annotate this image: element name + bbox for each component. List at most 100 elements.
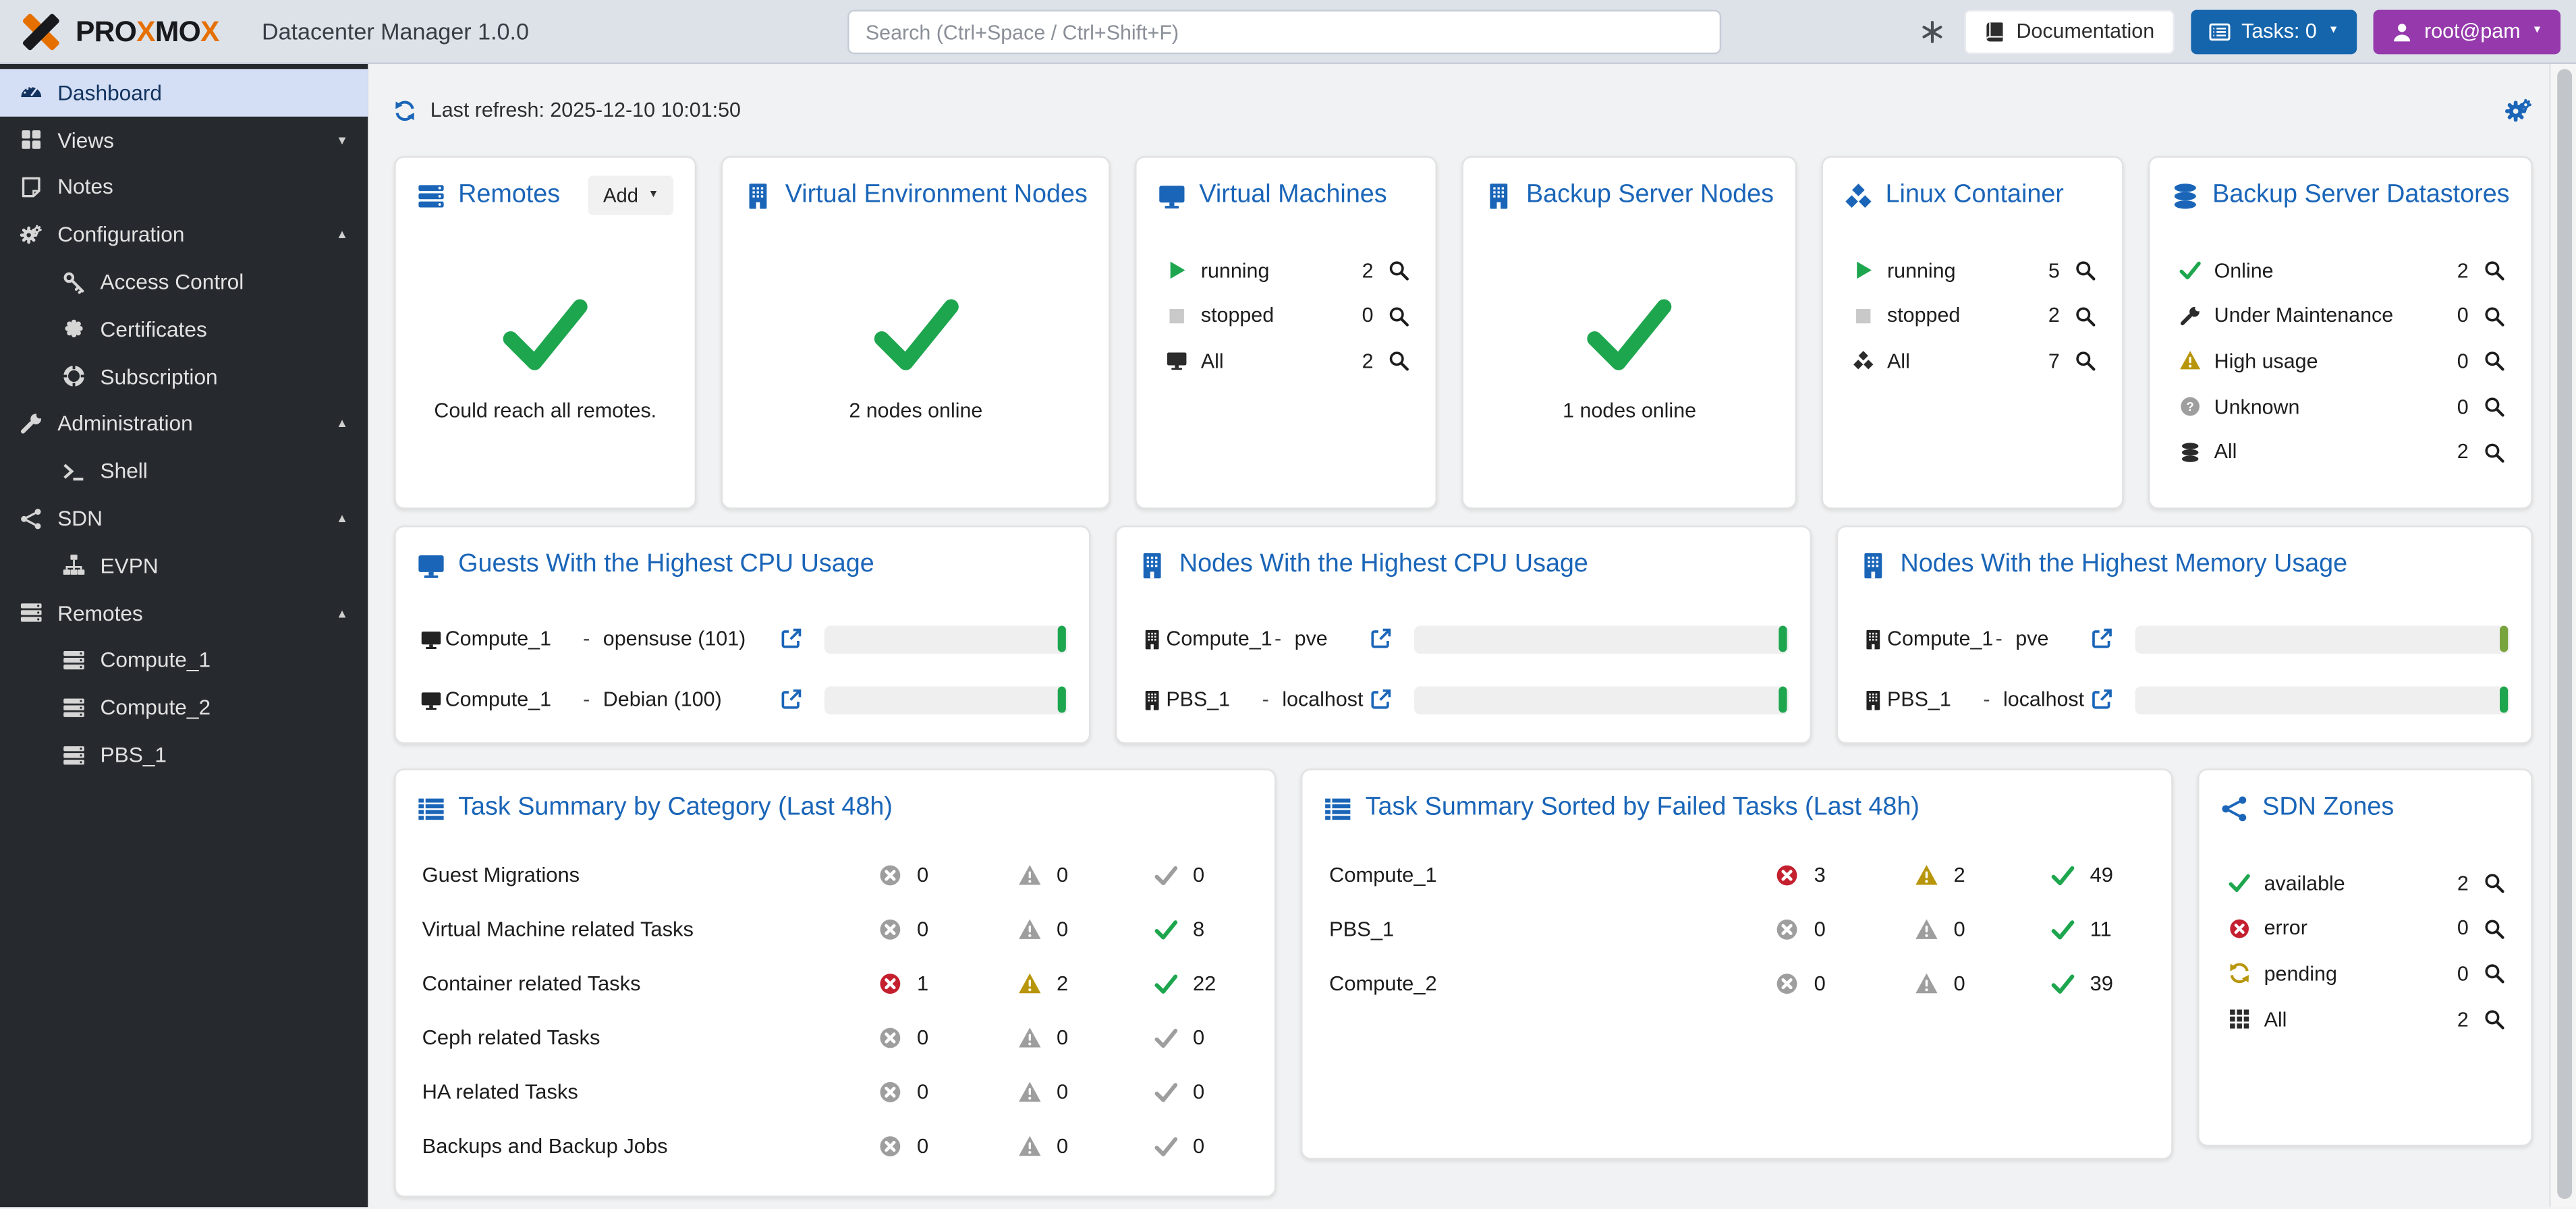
sidebar-item-pbs-1[interactable]: PBS_1 bbox=[0, 731, 368, 779]
search-icon[interactable] bbox=[2484, 441, 2505, 463]
sidebar-item-remotes[interactable]: Remotes ▲ bbox=[0, 589, 368, 636]
usage-row-text: Compute_1- pve bbox=[1166, 627, 1363, 650]
error-count-cell: 3 bbox=[1776, 863, 1916, 886]
task-counts: 0 0 8 bbox=[879, 918, 1254, 940]
search-icon[interactable] bbox=[2484, 918, 2505, 940]
chevron-up-icon[interactable]: ▲ bbox=[335, 227, 349, 242]
card-nodes-with-the-highest-memory-usage: Nodes With the Highest Memory Usage Compu… bbox=[1836, 525, 2533, 744]
ok-icon bbox=[2052, 918, 2075, 940]
tasks-button[interactable]: Tasks: 0 ▼ bbox=[2190, 9, 2357, 54]
task-counts: 1 2 22 bbox=[879, 972, 1254, 994]
refresh-icon[interactable] bbox=[394, 99, 416, 121]
sidebar-item-sdn[interactable]: SDN ▲ bbox=[0, 495, 368, 542]
dashboard-settings-icon[interactable] bbox=[2504, 96, 2532, 123]
stat-count: 0 bbox=[2457, 917, 2469, 940]
sidebar-item-views[interactable]: Views ▼ bbox=[0, 116, 368, 163]
external-link-icon[interactable] bbox=[780, 628, 802, 650]
asterisk-icon[interactable] bbox=[1920, 19, 1944, 44]
user-menu-button[interactable]: root@pam ▼ bbox=[2373, 9, 2561, 54]
status-message: 1 nodes online bbox=[1563, 399, 1697, 422]
external-link-icon[interactable] bbox=[780, 689, 802, 711]
cubes-icon bbox=[1849, 351, 1877, 372]
external-link-icon[interactable] bbox=[2091, 628, 2113, 650]
search-icon[interactable] bbox=[2484, 963, 2505, 985]
search-icon[interactable] bbox=[2484, 872, 2505, 894]
sidebar-item-label: PBS_1 bbox=[100, 742, 167, 767]
chevron-up-icon[interactable]: ▲ bbox=[335, 605, 349, 621]
search-icon[interactable] bbox=[2484, 1009, 2505, 1030]
search-icon[interactable] bbox=[2484, 260, 2505, 281]
status-message: 2 nodes online bbox=[849, 399, 983, 422]
task-row-ceph-related-tasks: Ceph related Tasks 0 0 0 bbox=[417, 1010, 1254, 1064]
tasks-label: Tasks: 0 bbox=[2241, 20, 2317, 43]
warning-count: 0 bbox=[1953, 917, 1965, 940]
server-icon bbox=[417, 181, 445, 209]
ok-count: 22 bbox=[1192, 971, 1216, 994]
guest-name: localhost bbox=[1282, 687, 1364, 712]
sidebar-item-configuration[interactable]: Configuration ▲ bbox=[0, 211, 368, 258]
sidebar-item-subscription[interactable]: Subscription bbox=[0, 353, 368, 400]
separator: - bbox=[1262, 687, 1269, 712]
usage-bar bbox=[2134, 625, 2510, 653]
usage-rows: Compute_1- pve PBS_1- localhost bbox=[1859, 614, 2510, 724]
search-icon[interactable] bbox=[1389, 306, 1410, 327]
sidebar-item-certificates[interactable]: Certificates bbox=[0, 306, 368, 353]
card-virtual-environment-nodes: Virtual Environment Nodes 2 nodes online bbox=[721, 156, 1111, 509]
card-header: Linux Container bbox=[1845, 175, 2101, 215]
task-label: Backups and Backup Jobs bbox=[422, 1133, 668, 1157]
add-button[interactable]: Add ▼ bbox=[588, 175, 674, 215]
scrollbar-thumb[interactable] bbox=[2556, 69, 2571, 1200]
chevron-up-icon[interactable]: ▲ bbox=[335, 416, 349, 431]
sidebar-item-dashboard[interactable]: Dashboard bbox=[0, 69, 368, 117]
status-ok: 1 nodes online bbox=[1485, 291, 1774, 422]
stat-count: 2 bbox=[2048, 304, 2060, 328]
documentation-button[interactable]: Documentation bbox=[1963, 9, 2175, 54]
usage-row: PBS_1 - localhost bbox=[1859, 675, 2510, 724]
scrollbar[interactable] bbox=[2549, 63, 2576, 1208]
stat-label: running bbox=[1887, 259, 1956, 283]
card-header: Virtual Environment Nodes bbox=[744, 175, 1088, 215]
error-count-cell: 1 bbox=[879, 972, 1019, 994]
error-count: 1 bbox=[917, 971, 929, 994]
search-icon[interactable] bbox=[2484, 351, 2505, 372]
error-icon bbox=[879, 972, 902, 994]
card-remotes: Remotes Add ▼ Could reach all remotes. bbox=[394, 156, 697, 509]
search-icon[interactable] bbox=[2075, 351, 2096, 372]
sidebar-item-evpn[interactable]: EVPN bbox=[0, 542, 368, 589]
sidebar-item-compute-1[interactable]: Compute_1 bbox=[0, 636, 368, 683]
gears-icon bbox=[20, 223, 43, 246]
search-icon[interactable] bbox=[2075, 260, 2096, 281]
sidebar-item-label: Shell bbox=[100, 458, 148, 484]
search-icon[interactable] bbox=[2484, 306, 2505, 327]
search-icon[interactable] bbox=[1389, 351, 1410, 372]
task-label: Compute_2 bbox=[1329, 971, 1437, 994]
sidebar-item-shell[interactable]: Shell bbox=[0, 447, 368, 495]
search-input[interactable] bbox=[847, 9, 1722, 55]
search-icon[interactable] bbox=[2075, 306, 2096, 327]
usage-bar bbox=[823, 685, 1068, 714]
sidebar-item-compute-2[interactable]: Compute_2 bbox=[0, 684, 368, 731]
guest-name: pve bbox=[2015, 627, 2049, 650]
task-label: Ceph related Tasks bbox=[422, 1025, 600, 1049]
sidebar-item-access-control[interactable]: Access Control bbox=[0, 258, 368, 306]
task-label: Compute_1 bbox=[1329, 863, 1437, 887]
server-icon bbox=[63, 743, 86, 766]
usage-rows: Compute_1- pve PBS_1- localhost bbox=[1138, 614, 1789, 724]
task-label: Guest Migrations bbox=[422, 863, 580, 887]
usage-row: Compute_1- pve bbox=[1859, 614, 2510, 663]
warning-count: 0 bbox=[1056, 1079, 1069, 1103]
external-link-icon[interactable] bbox=[2091, 689, 2113, 711]
search-icon[interactable] bbox=[1389, 260, 1410, 281]
sidebar-item-administration[interactable]: Administration ▲ bbox=[0, 400, 368, 447]
chevron-down-icon[interactable]: ▼ bbox=[335, 132, 349, 148]
external-link-icon[interactable] bbox=[1370, 628, 1392, 650]
stat-label: All bbox=[1200, 349, 1224, 373]
search-icon[interactable] bbox=[2484, 396, 2505, 418]
sidebar-item-notes[interactable]: Notes bbox=[0, 163, 368, 210]
warning-icon bbox=[1019, 863, 1042, 886]
external-link-icon[interactable] bbox=[1370, 689, 1392, 711]
task-label: HA related Tasks bbox=[422, 1079, 578, 1103]
chevron-up-icon[interactable]: ▲ bbox=[335, 511, 349, 526]
usage-card-row: Guests With the Highest CPU Usage Compute… bbox=[394, 525, 2533, 744]
wrench-icon bbox=[20, 412, 43, 435]
